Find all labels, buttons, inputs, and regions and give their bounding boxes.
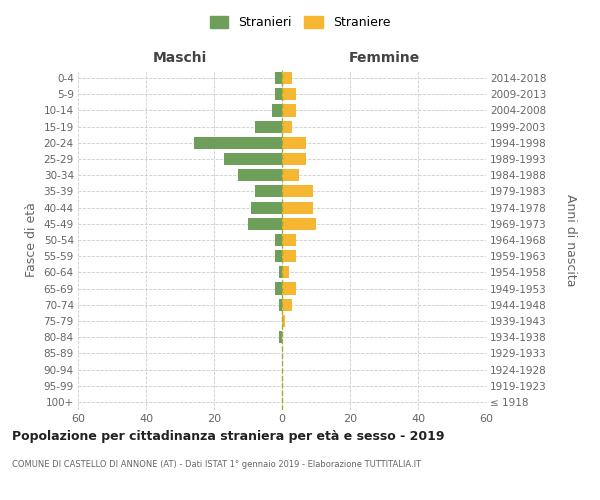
Bar [282,120,292,132]
Bar [248,218,282,230]
Text: Popolazione per cittadinanza straniera per età e sesso - 2019: Popolazione per cittadinanza straniera p… [12,430,445,443]
Bar [275,250,282,262]
Bar [224,153,282,165]
Bar [275,282,282,294]
Y-axis label: Fasce di età: Fasce di età [25,202,38,278]
Bar [278,331,282,343]
Y-axis label: Anni di nascita: Anni di nascita [563,194,577,286]
Bar [282,234,296,246]
Bar [282,104,296,117]
Bar [282,315,286,327]
Bar [255,120,282,132]
Bar [282,218,316,230]
Bar [278,298,282,311]
Text: Femmine: Femmine [349,51,419,65]
Bar [194,137,282,149]
Bar [282,186,313,198]
Bar [251,202,282,213]
Text: Maschi: Maschi [153,51,207,65]
Bar [275,234,282,246]
Bar [282,250,296,262]
Bar [282,88,296,101]
Bar [272,104,282,117]
Bar [275,72,282,84]
Bar [282,153,306,165]
Bar [282,298,292,311]
Text: COMUNE DI CASTELLO DI ANNONE (AT) - Dati ISTAT 1° gennaio 2019 - Elaborazione TU: COMUNE DI CASTELLO DI ANNONE (AT) - Dati… [12,460,421,469]
Bar [282,72,292,84]
Bar [282,266,289,278]
Bar [255,186,282,198]
Bar [275,88,282,101]
Bar [282,169,299,181]
Bar [282,137,306,149]
Bar [282,282,296,294]
Bar [238,169,282,181]
Legend: Stranieri, Straniere: Stranieri, Straniere [205,11,395,34]
Bar [278,266,282,278]
Bar [282,202,313,213]
